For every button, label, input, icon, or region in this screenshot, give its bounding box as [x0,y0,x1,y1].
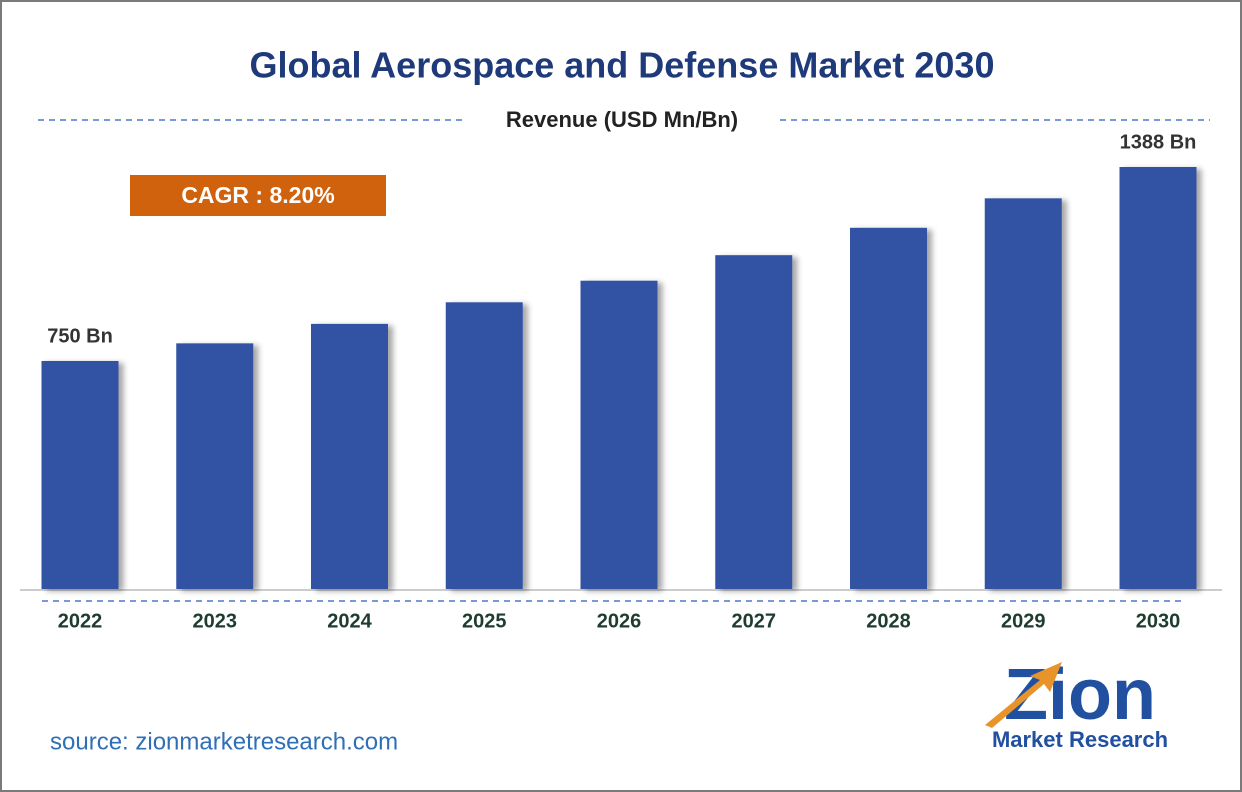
bar [715,255,793,589]
x-tick-label: 2030 [1136,610,1181,632]
subtitle: Revenue (USD Mn/Bn) [506,107,738,132]
logo-tagline: Market Research [992,727,1168,752]
bar [41,360,119,589]
x-tick-label: 2023 [193,610,238,632]
bar [311,323,388,589]
value-label: 1388 Bn [1120,131,1197,153]
x-tick-label: 2029 [1001,610,1046,632]
x-tick-label: 2027 [732,610,777,632]
chart-title: Global Aerospace and Defense Market 2030 [250,45,995,86]
x-tick-label: 2024 [327,610,372,632]
x-tick-label: 2026 [597,610,642,632]
bar [984,198,1062,590]
bar [1119,167,1197,589]
logo-arrow [985,662,1062,728]
cagr-label: CAGR : 8.20% [181,182,334,208]
cagr-box [130,175,386,216]
bar [445,302,523,589]
logo: Zion Market Research [985,655,1168,752]
source: source: zionmarketresearch.com [50,728,398,755]
x-tick-label: 2028 [866,610,911,632]
bar [850,227,927,589]
bar [176,343,254,589]
x-tick-label: 2022 [58,610,103,632]
bar [580,280,658,589]
x-tick-label: 2025 [462,610,507,632]
value-label: 750 Bn [47,325,113,347]
